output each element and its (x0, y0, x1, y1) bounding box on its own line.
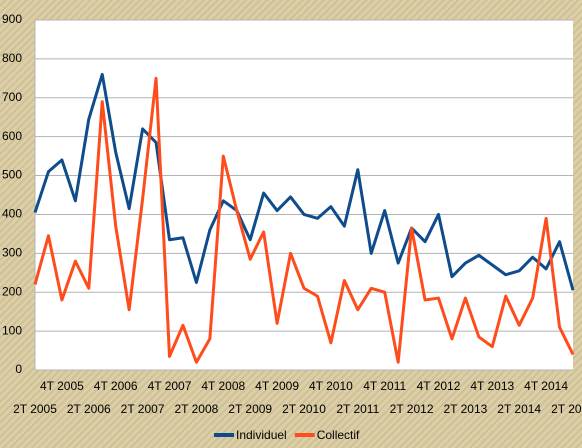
x-tick-label: 2T 2011 (336, 402, 379, 416)
x-tick-label: 2T 2008 (174, 402, 218, 416)
x-tick-label: 4T 2013 (470, 379, 514, 393)
x-tick-label: 4T 2009 (255, 379, 299, 393)
x-tick-label: 4T 2005 (40, 379, 84, 393)
x-tick-label: 2T 2010 (282, 402, 326, 416)
x-tick-label: 2T 2006 (67, 402, 111, 416)
y-tick-label: 600 (2, 129, 22, 143)
y-tick-label: 0 (15, 362, 22, 376)
y-tick-label: 500 (2, 168, 22, 182)
y-tick-label: 800 (2, 51, 22, 65)
legend-label: Individuel (236, 428, 287, 442)
x-tick-label: 2T 2014 (497, 402, 541, 416)
x-tick-label: 4T 2008 (201, 379, 245, 393)
x-tick-label: 2T 2007 (121, 402, 165, 416)
x-tick-label: 4T 2006 (94, 379, 138, 393)
x-tick-label: 2T 2012 (390, 402, 434, 416)
y-tick-label: 400 (2, 207, 22, 221)
x-tick-label: 4T 2014 (524, 379, 568, 393)
x-tick-label: 4T 2010 (309, 379, 353, 393)
x-tick-label: 4T 2012 (417, 379, 461, 393)
y-tick-label: 300 (2, 246, 22, 260)
y-tick-label: 100 (2, 323, 22, 337)
x-tick-label: 2T 2009 (228, 402, 272, 416)
x-tick-label: 2T 2005 (13, 402, 57, 416)
series-line (33, 72, 575, 291)
series-line (33, 76, 575, 364)
plot-area (35, 20, 573, 370)
x-tick-label: 4T 2007 (148, 379, 192, 393)
x-tick-label: 2T 2013 (443, 402, 487, 416)
y-tick-label: 200 (2, 284, 22, 298)
x-tick-label: 4T 2011 (363, 379, 406, 393)
legend-label: Collectif (317, 428, 360, 442)
y-tick-label: 900 (2, 12, 22, 26)
y-tick-label: 700 (2, 90, 22, 104)
x-tick-label: 2T 2015 (551, 402, 582, 416)
